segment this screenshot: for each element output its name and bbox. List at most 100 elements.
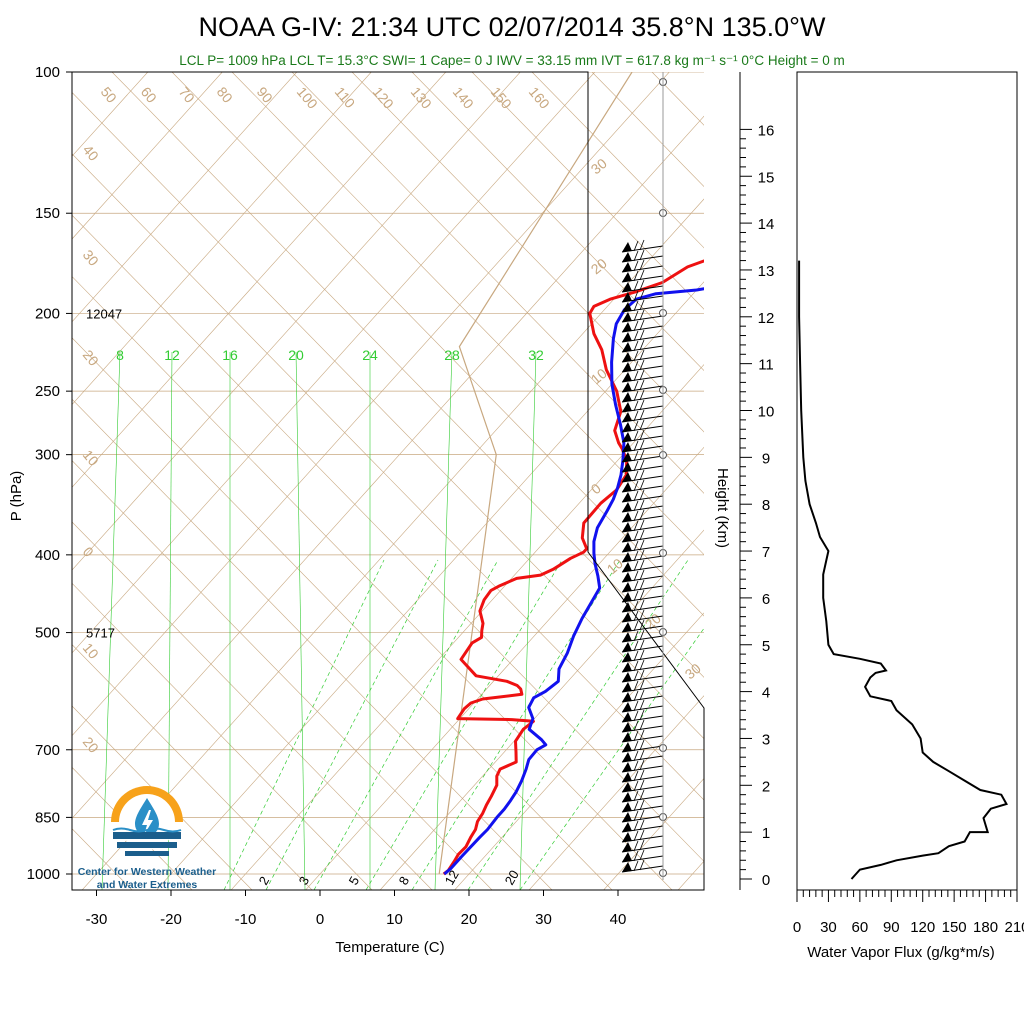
cw3e-logo bbox=[111, 786, 183, 856]
dry-adiabat-line bbox=[72, 398, 553, 890]
wind-barb bbox=[621, 599, 664, 613]
wind-barb bbox=[621, 449, 664, 463]
wind-barb bbox=[621, 669, 664, 683]
wind-barb bbox=[621, 849, 664, 863]
height-tick-label: 13 bbox=[758, 263, 775, 280]
flux-axis: 0 30 60 90 120 150 180 210 bbox=[793, 890, 1024, 936]
wind-barb bbox=[621, 649, 664, 663]
temperature-tick-label: 20 bbox=[461, 911, 478, 928]
isotherm-line bbox=[752, 72, 1024, 891]
pressure-tick-label: 150 bbox=[35, 205, 60, 222]
height-tick-label: 9 bbox=[762, 450, 770, 467]
mixing-ratio-label: 24 bbox=[362, 347, 378, 363]
isotherm-line bbox=[603, 777, 704, 890]
flux-tick-label: 0 bbox=[793, 919, 801, 936]
mixing-ratio-line bbox=[295, 351, 306, 890]
flux-frame bbox=[796, 71, 1018, 891]
mixing-ratio-line bbox=[101, 351, 121, 890]
isotherm-label: 140 bbox=[450, 84, 477, 112]
wind-barb bbox=[621, 309, 664, 323]
height-tick-label: 5 bbox=[762, 638, 770, 655]
wind-barb bbox=[621, 339, 664, 353]
flux-traces bbox=[798, 260, 1008, 880]
height-tick-label: 7 bbox=[762, 544, 770, 561]
pressure-axis: 100 150 200 250 300 400 500 700 850 1000 bbox=[27, 64, 72, 883]
height-tick-label: 12 bbox=[758, 310, 775, 327]
isobar-lines bbox=[72, 72, 704, 875]
pressure-tick-label: 250 bbox=[35, 383, 60, 400]
wind-barb bbox=[621, 259, 664, 273]
isotherm-label: 160 bbox=[526, 84, 553, 112]
temperature-tick-label: -20 bbox=[160, 911, 182, 928]
height-tick-label: 10 bbox=[758, 404, 775, 421]
temperature-axis-label: Temperature (C) bbox=[335, 939, 444, 956]
dry-adiabat-line bbox=[351, 72, 704, 433]
isotherm-label: 50 bbox=[98, 84, 120, 106]
pressure-tick-label: 700 bbox=[35, 742, 60, 759]
dry-adiabat-line bbox=[72, 92, 704, 740]
dry-adiabat-line bbox=[72, 276, 673, 890]
moist-adiabat-label: 20 bbox=[502, 867, 522, 887]
pressure-tick-label: 200 bbox=[35, 305, 60, 322]
height-tick-label: 14 bbox=[758, 216, 775, 233]
temperature-tick-label: -10 bbox=[235, 911, 257, 928]
parcel-path bbox=[438, 72, 633, 875]
adiabat-label: 20 bbox=[588, 255, 610, 277]
wind-barb bbox=[621, 459, 664, 473]
height-tick-label: 3 bbox=[762, 731, 770, 748]
wind-barb bbox=[621, 429, 664, 443]
isotherm-label: 10 bbox=[80, 447, 102, 469]
wind-barb bbox=[621, 379, 664, 393]
dry-adiabat-line bbox=[72, 582, 373, 890]
height-tick-label: 11 bbox=[758, 357, 774, 374]
isotherm-label: 150 bbox=[488, 84, 515, 112]
height-tick-label: 6 bbox=[762, 591, 770, 608]
isotherm-line bbox=[72, 72, 223, 240]
wind-barb bbox=[621, 739, 664, 753]
dry-adiabat-line bbox=[72, 337, 613, 890]
isotherm-line bbox=[72, 72, 447, 488]
isotherm-label: 90 bbox=[254, 84, 276, 106]
mixing-ratio-label: 20 bbox=[288, 347, 304, 363]
wind-barb bbox=[621, 819, 664, 833]
dry-adiabat-line bbox=[531, 72, 704, 249]
chart-title: NOAA G-IV: 21:34 UTC 02/07/2014 35.8°N 1… bbox=[199, 12, 826, 42]
skewt-frame bbox=[71, 71, 705, 891]
wind-barb bbox=[621, 779, 664, 793]
pressure-tick-label: 850 bbox=[35, 809, 60, 826]
wind-barb bbox=[621, 699, 664, 713]
flux-plot-area bbox=[798, 260, 1008, 880]
mixing-ratio-label: 16 bbox=[222, 347, 238, 363]
wind-barb bbox=[621, 759, 664, 773]
dry-adiabat-lines bbox=[72, 72, 704, 890]
isotherm-label: 120 bbox=[370, 84, 397, 112]
wind-barb bbox=[621, 329, 664, 343]
height-tick-label: 1 bbox=[762, 825, 770, 842]
isotherm-line bbox=[72, 72, 298, 323]
flux-axis-label: Water Vapor Flux (g/kg*m/s) bbox=[807, 944, 995, 961]
wind-barb bbox=[621, 519, 664, 533]
height-axis-label: Height (Km) bbox=[714, 468, 731, 548]
height-tick-label: 2 bbox=[762, 778, 770, 795]
flux-tick-label: 60 bbox=[852, 919, 869, 936]
pressure-tick-label: 100 bbox=[35, 64, 60, 81]
height-label: 5717 bbox=[86, 626, 115, 641]
wind-barb bbox=[621, 769, 664, 783]
isotherm-label: 20 bbox=[80, 734, 102, 756]
wind-barb bbox=[621, 529, 664, 543]
dry-adiabat-line bbox=[72, 705, 253, 890]
mixing-ratio-label: 32 bbox=[528, 347, 544, 363]
wind-barb bbox=[621, 859, 664, 873]
mixing-ratio-label: 8 bbox=[116, 347, 124, 363]
adiabat-label: 10 bbox=[604, 555, 626, 577]
height-tick-label: 15 bbox=[758, 169, 775, 186]
moist-adiabat-label: 3 bbox=[296, 874, 313, 888]
wind-barb bbox=[621, 569, 664, 583]
isotherm-label: 110 bbox=[332, 84, 359, 112]
flux-trace bbox=[798, 260, 1008, 880]
dry-adiabat-line bbox=[72, 214, 704, 862]
wind-barb bbox=[621, 709, 664, 723]
isotherm-line bbox=[72, 115, 704, 819]
moist-adiabat-label: 5 bbox=[346, 874, 363, 888]
